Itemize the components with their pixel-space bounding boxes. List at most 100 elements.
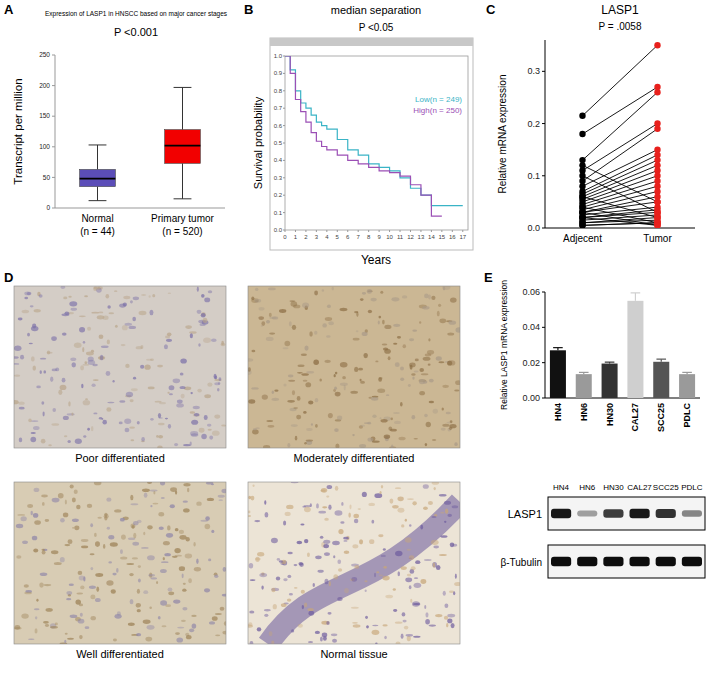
band — [603, 557, 623, 567]
cell — [315, 398, 319, 402]
y-tick-label: 0.0 — [527, 223, 540, 233]
cell — [414, 438, 418, 440]
cell — [374, 573, 376, 577]
x-tick-label: 8 — [367, 234, 371, 240]
cell — [402, 612, 406, 616]
cell — [90, 553, 95, 555]
x-tick — [285, 230, 286, 232]
cell — [359, 444, 366, 448]
cell — [108, 312, 114, 314]
cell — [269, 313, 272, 317]
cell — [261, 321, 265, 326]
cell — [43, 412, 45, 417]
cell — [89, 586, 96, 589]
cell — [63, 513, 68, 518]
cell — [147, 482, 152, 484]
x-tick — [295, 230, 296, 232]
pair-line — [583, 212, 658, 225]
cell — [39, 582, 43, 587]
cell — [214, 382, 220, 385]
cell — [204, 415, 208, 420]
cell — [188, 578, 192, 583]
cell — [338, 529, 343, 534]
cell — [334, 428, 339, 432]
cell — [219, 499, 223, 501]
dot — [579, 222, 585, 228]
cell — [340, 383, 348, 386]
y-tick — [542, 292, 545, 293]
cell — [298, 624, 303, 628]
cell — [203, 318, 208, 323]
cell — [308, 401, 313, 405]
y-label: Relative mRNA expression — [497, 75, 508, 194]
box — [80, 169, 116, 186]
dot — [579, 113, 585, 119]
whisker-cap — [89, 144, 107, 145]
cell — [147, 555, 155, 560]
panel-letter: E — [484, 270, 493, 285]
cell — [119, 400, 125, 402]
cell — [369, 539, 374, 544]
cell — [444, 616, 448, 620]
cell — [158, 435, 163, 439]
cell — [294, 564, 298, 566]
cell — [328, 413, 333, 418]
cell — [254, 520, 260, 522]
cell — [454, 582, 460, 586]
cell — [217, 388, 219, 392]
cell — [449, 321, 457, 325]
cell — [176, 637, 183, 642]
cell — [342, 376, 346, 379]
cell — [432, 562, 437, 567]
cell — [354, 367, 358, 372]
y-tick — [283, 73, 285, 74]
cell — [447, 361, 452, 366]
cell — [168, 588, 173, 592]
cell — [137, 609, 141, 612]
dot — [579, 193, 585, 199]
plot-area — [14, 482, 226, 644]
cell — [335, 372, 338, 375]
cell — [304, 345, 308, 350]
cell — [352, 544, 358, 548]
cell — [20, 355, 24, 360]
cell — [249, 611, 254, 614]
cell — [120, 556, 127, 559]
tissue-band — [268, 502, 460, 644]
cell — [163, 541, 170, 545]
cell — [168, 292, 171, 294]
cell — [222, 594, 226, 597]
cell — [255, 288, 259, 291]
cell — [99, 417, 103, 419]
dot — [654, 199, 660, 205]
cell — [133, 377, 136, 380]
cell — [123, 296, 130, 299]
cell — [354, 519, 358, 523]
image-background — [248, 482, 460, 644]
cell — [79, 327, 85, 332]
cell — [207, 498, 214, 501]
cell — [348, 513, 351, 518]
x-tick-label: 13 — [418, 234, 425, 240]
cell — [311, 423, 313, 425]
cell — [401, 566, 407, 570]
cell — [83, 435, 86, 438]
cell — [438, 361, 444, 363]
image-background — [14, 482, 226, 644]
legend-entry: Low(n = 249) — [415, 95, 462, 104]
cell — [306, 440, 312, 445]
dot — [579, 193, 585, 199]
cell — [30, 437, 36, 442]
cell — [279, 560, 283, 562]
x-tick-label: 3 — [315, 234, 319, 240]
cell — [302, 302, 309, 307]
x-tick — [431, 230, 432, 232]
cell — [326, 335, 331, 338]
cell — [442, 286, 450, 290]
cell — [166, 339, 172, 342]
cell — [191, 420, 198, 425]
error-cap — [656, 359, 666, 360]
y-tick-label: 1.0 — [274, 53, 283, 59]
cell — [440, 512, 444, 514]
y-axis — [545, 40, 546, 228]
